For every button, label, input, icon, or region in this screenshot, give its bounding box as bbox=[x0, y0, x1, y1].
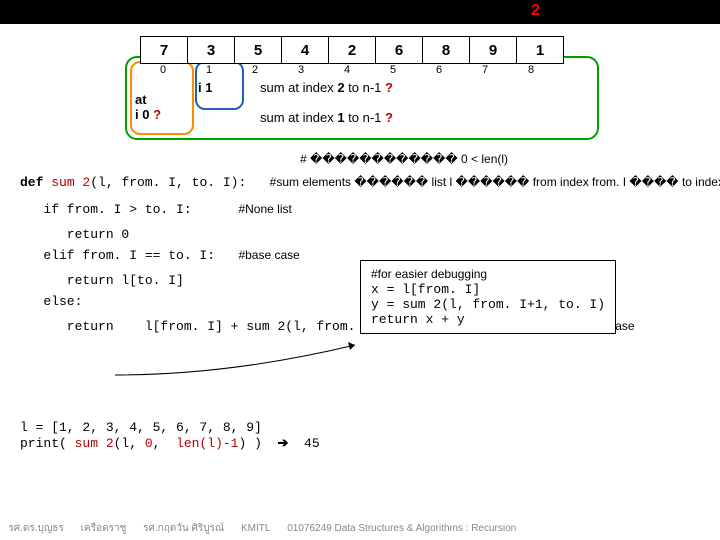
footer-author1: รศ.ดร.บุญธร bbox=[8, 523, 63, 534]
return-0: return 0 bbox=[20, 227, 700, 242]
usage-l1: l = [1, 2, 3, 4, 5, 6, 7, 8, 9] bbox=[20, 420, 320, 435]
idx: 4 bbox=[324, 64, 370, 76]
connector-line bbox=[110, 340, 370, 380]
cell: 1 bbox=[517, 37, 564, 64]
cell: 6 bbox=[376, 37, 423, 64]
sum-comment: #sum elements ������ list l ������ from … bbox=[270, 175, 720, 189]
footer-course: 01076249 Data Structures & Algorithms : … bbox=[287, 523, 516, 534]
label-at-i0: at i 0 ? bbox=[135, 92, 161, 122]
cell: 5 bbox=[235, 37, 282, 64]
cell: 8 bbox=[423, 37, 470, 64]
debug-box: #for easier debugging x = l[from. I] y =… bbox=[360, 260, 616, 334]
usage-block: l = [1, 2, 3, 4, 5, 6, 7, 8, 9] print( s… bbox=[20, 420, 320, 451]
def-line: def sum 2(l, from. I, to. I): #sum eleme… bbox=[20, 175, 700, 190]
arrow-icon: ➔ bbox=[278, 435, 289, 450]
idx: 5 bbox=[370, 64, 416, 76]
idx: 3 bbox=[278, 64, 324, 76]
label-sum-idx2: sum at index 2 to n-1 ? bbox=[260, 80, 393, 95]
cell: 2 bbox=[329, 37, 376, 64]
label-sum-idx1: sum at index 1 to n-1 ? bbox=[260, 110, 393, 125]
footer: รศ.ดร.บุญธร เครือตราชู รศ.กฤตวัน ศิริบูร… bbox=[0, 521, 720, 536]
array-values: 7 3 5 4 2 6 8 9 1 bbox=[140, 36, 564, 64]
title-number: 2 bbox=[531, 2, 540, 20]
array-diagram: 7 3 5 4 2 6 8 9 1 0 1 2 3 4 5 6 7 8 i 1 … bbox=[140, 36, 600, 146]
cell: 7 bbox=[141, 37, 188, 64]
idx: 1 bbox=[186, 64, 232, 76]
label-i1: i 1 bbox=[198, 80, 212, 95]
footer-author2: รศ.กฤตวัน ศิริบูรณ์ bbox=[143, 523, 224, 534]
idx: 8 bbox=[508, 64, 554, 76]
if-line: if from. I > to. I: #None list bbox=[20, 202, 700, 217]
none-comment: #None list bbox=[238, 202, 291, 216]
cell: 9 bbox=[470, 37, 517, 64]
cell: 3 bbox=[188, 37, 235, 64]
footer-org: KMITL bbox=[241, 523, 270, 534]
idx: 0 bbox=[140, 64, 186, 76]
idx: 6 bbox=[416, 64, 462, 76]
idx: 7 bbox=[462, 64, 508, 76]
comment-len: # ������������ 0 < len(l) bbox=[300, 152, 508, 166]
footer-author1b: เครือตราชู bbox=[81, 523, 127, 534]
array-indices: 0 1 2 3 4 5 6 7 8 bbox=[140, 64, 554, 76]
base-comment: #base case bbox=[238, 248, 299, 262]
cell: 4 bbox=[282, 37, 329, 64]
title-bar: 2 bbox=[0, 0, 720, 24]
usage-l2: print( sum 2(l, 0, len(l)-1) ) ➔ 45 bbox=[20, 435, 320, 451]
idx: 2 bbox=[232, 64, 278, 76]
